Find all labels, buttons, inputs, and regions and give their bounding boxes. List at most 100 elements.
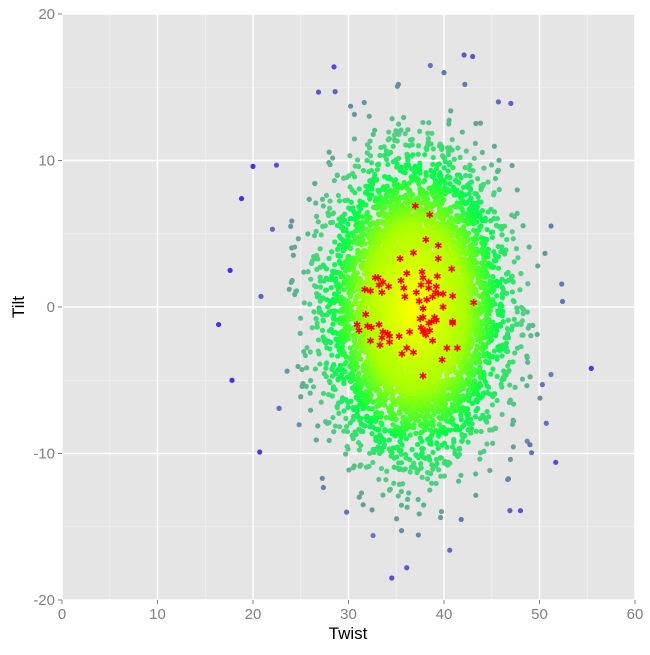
cloud-point: [512, 350, 517, 355]
cloud-point: [377, 388, 382, 393]
cloud-point: [387, 437, 392, 442]
cloud-point: [559, 281, 564, 286]
cloud-point: [369, 160, 374, 165]
cloud-point: [457, 446, 462, 451]
cloud-point: [374, 410, 379, 415]
cloud-point: [358, 416, 363, 421]
cloud-point: [505, 331, 510, 336]
cloud-point: [499, 377, 504, 382]
cloud-point: [537, 395, 542, 400]
cloud-point: [315, 321, 320, 326]
cloud-point: [369, 186, 374, 191]
cloud-point: [510, 289, 515, 294]
cloud-point: [495, 169, 500, 174]
cloud-point: [405, 158, 410, 163]
cloud-point: [400, 481, 405, 486]
cloud-point: [492, 258, 497, 263]
cloud-point: [487, 427, 492, 432]
cloud-point: [328, 340, 333, 345]
cloud-point: [490, 274, 495, 279]
cloud-point: [446, 121, 451, 126]
cloud-point: [303, 353, 308, 358]
cloud-point: [401, 115, 406, 120]
cloud-point: [503, 335, 508, 340]
cloud-point: [369, 431, 374, 436]
cloud-point: [355, 270, 360, 275]
cloud-point: [450, 137, 455, 142]
cloud-point: [343, 416, 348, 421]
cloud-point: [497, 187, 502, 192]
cloud-point: [315, 256, 320, 261]
cloud-point: [464, 148, 469, 153]
cloud-point: [417, 129, 422, 134]
cloud-point: [514, 305, 519, 310]
cloud-point: [454, 179, 459, 184]
cloud-point: [474, 337, 479, 342]
cloud-point: [348, 399, 353, 404]
cloud-point: [518, 271, 523, 276]
cloud-point: [307, 197, 312, 202]
cloud-point: [501, 368, 506, 373]
cloud-point: [524, 353, 529, 358]
cloud-point: [399, 503, 404, 508]
cloud-point: [343, 369, 348, 374]
cloud-point: [421, 179, 426, 184]
cloud-point: [495, 354, 500, 359]
cloud-point: [363, 202, 368, 207]
cloud-point: [297, 422, 302, 427]
cloud-point: [359, 490, 364, 495]
cloud-point: [511, 236, 516, 241]
cloud-point: [433, 428, 438, 433]
cloud-point: [316, 351, 321, 356]
cloud-point: [377, 432, 382, 437]
cloud-point: [475, 280, 480, 285]
cloud-point: [510, 229, 515, 234]
cloud-point: [316, 89, 321, 94]
cloud-point: [418, 461, 423, 466]
cloud-point: [323, 223, 328, 228]
cloud-point: [468, 173, 473, 178]
cloud-point: [294, 288, 299, 293]
cloud-point: [308, 349, 313, 354]
cloud-point: [345, 429, 350, 434]
cloud-point: [509, 163, 514, 168]
cloud-point: [544, 421, 549, 426]
cloud-point: [473, 471, 478, 476]
cloud-point: [524, 383, 529, 388]
cloud-point: [382, 442, 387, 447]
cloud-point: [289, 218, 294, 223]
cloud-point: [493, 176, 498, 181]
cloud-point: [319, 232, 324, 237]
cloud-point: [436, 415, 441, 420]
cloud-point: [428, 63, 433, 68]
cloud-point: [318, 285, 323, 290]
cloud-point: [424, 147, 429, 152]
cloud-point: [481, 352, 486, 357]
cloud-point: [457, 452, 462, 457]
cloud-point: [495, 309, 500, 314]
cloud-point: [386, 151, 391, 156]
cloud-point: [331, 313, 336, 318]
cloud-point: [425, 131, 430, 136]
cloud-point: [425, 476, 430, 481]
cloud-point: [343, 451, 348, 456]
cloud-point: [366, 464, 371, 469]
cloud-point: [320, 197, 325, 202]
cloud-point: [329, 249, 334, 254]
cloud-point: [386, 137, 391, 142]
cloud-point: [315, 423, 320, 428]
cloud-point: [417, 511, 422, 516]
cloud-point: [499, 232, 504, 237]
cloud-point: [349, 308, 354, 313]
cloud-point: [291, 253, 296, 258]
cloud-point: [298, 331, 303, 336]
cloud-point: [525, 281, 530, 286]
cloud-point: [499, 382, 504, 387]
cloud-point: [376, 427, 381, 432]
cloud-point: [484, 441, 489, 446]
cloud-point: [459, 205, 464, 210]
cloud-point: [515, 346, 520, 351]
cloud-point: [488, 372, 493, 377]
cloud-point: [379, 420, 384, 425]
